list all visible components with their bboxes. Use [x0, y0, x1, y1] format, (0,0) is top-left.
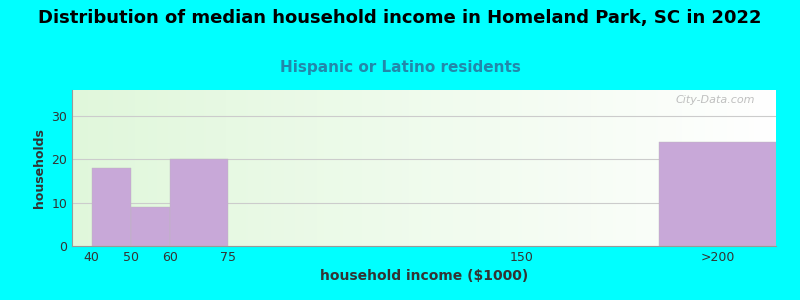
X-axis label: household income ($1000): household income ($1000) — [320, 269, 528, 284]
Bar — [130, 207, 170, 246]
Bar — [658, 142, 776, 246]
Bar — [170, 159, 229, 246]
Text: Distribution of median household income in Homeland Park, SC in 2022: Distribution of median household income … — [38, 9, 762, 27]
Text: Hispanic or Latino residents: Hispanic or Latino residents — [279, 60, 521, 75]
Bar — [91, 168, 130, 246]
Y-axis label: households: households — [33, 128, 46, 208]
Text: City-Data.com: City-Data.com — [675, 95, 755, 105]
